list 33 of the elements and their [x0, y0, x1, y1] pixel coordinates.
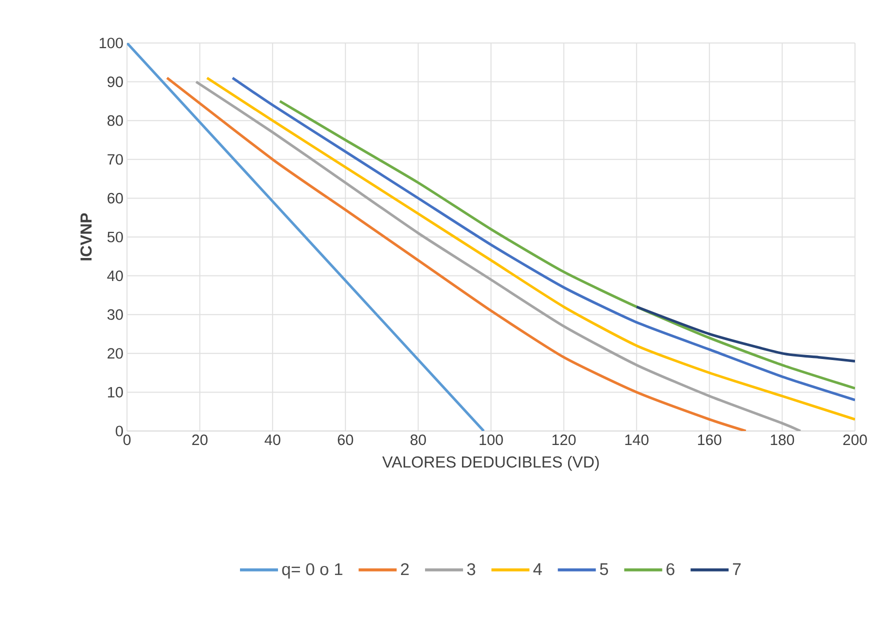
x-tick-label: 160 — [698, 434, 722, 446]
y-tick-label: 0 — [116, 426, 123, 436]
x-tick-label: 20 — [192, 434, 208, 446]
x-tick-label: 140 — [625, 434, 648, 446]
x-tick-label: 0 — [123, 434, 131, 446]
y-tick-label: 30 — [107, 309, 123, 320]
y-tick-label: 70 — [108, 154, 123, 165]
legend-label: 7 — [732, 563, 741, 575]
x-tick-label: 200 — [843, 434, 867, 446]
y-tick-label: 60 — [108, 192, 123, 204]
y-tick-label: 40 — [107, 270, 123, 282]
y-tick-label: 50 — [107, 232, 123, 242]
y-tick-label: 90 — [108, 76, 123, 88]
legend-label: q= 0 o 1 — [282, 563, 342, 579]
x-tick-label: 60 — [338, 434, 354, 446]
legend-label: 6 — [666, 563, 674, 576]
y-tick-label: 20 — [108, 348, 123, 359]
y-tick-label: 100 — [100, 38, 123, 48]
legend-label: 3 — [467, 563, 476, 576]
line-series — [635, 306, 856, 362]
y-axis-title: ICVNP — [80, 213, 92, 260]
y-tick-label: 10 — [108, 386, 123, 398]
line-series — [278, 100, 856, 390]
x-axis-title: VALORES DEDUCIBLES (VD) — [382, 456, 599, 471]
x-tick-label: 40 — [264, 434, 280, 446]
x-tick-label: 80 — [410, 434, 426, 446]
x-tick-label: 180 — [770, 434, 794, 446]
legend-label: 4 — [533, 563, 542, 575]
y-tick-label: 80 — [108, 115, 123, 126]
x-tick-label: 100 — [480, 434, 503, 446]
x-tick-label: 120 — [552, 434, 576, 446]
legend-label: 2 — [400, 563, 409, 576]
legend-label: 5 — [600, 563, 608, 576]
